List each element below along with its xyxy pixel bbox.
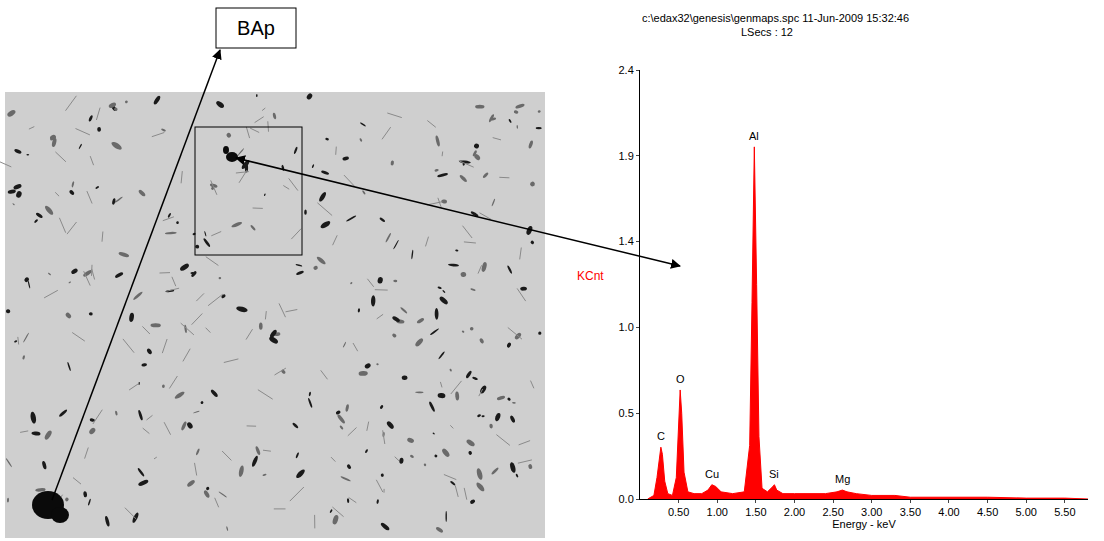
svg-text:c:\edax32\genesis\genmaps.spc: c:\edax32\genesis\genmaps.spc 11-Jun-200… <box>642 12 909 24</box>
svg-text:LSecs : 12: LSecs : 12 <box>741 26 793 38</box>
svg-text:3.00: 3.00 <box>861 506 882 518</box>
svg-text:3.50: 3.50 <box>900 506 921 518</box>
svg-text:1.00: 1.00 <box>707 506 728 518</box>
svg-text:0.0: 0.0 <box>619 493 634 505</box>
svg-text:Mg: Mg <box>835 473 850 485</box>
svg-text:Si: Si <box>769 468 779 480</box>
svg-text:1.0: 1.0 <box>619 321 634 333</box>
svg-text:0.50: 0.50 <box>668 506 689 518</box>
svg-text:1.4: 1.4 <box>619 235 634 247</box>
svg-text:5.50: 5.50 <box>1054 506 1075 518</box>
svg-text:2.00: 2.00 <box>784 506 805 518</box>
svg-text:0.5: 0.5 <box>619 407 634 419</box>
svg-text:1.9: 1.9 <box>619 150 634 162</box>
svg-text:Al: Al <box>749 130 759 142</box>
svg-text:4.00: 4.00 <box>938 506 959 518</box>
svg-text:Energy - keV: Energy - keV <box>832 518 896 530</box>
svg-text:BAp: BAp <box>237 17 275 39</box>
svg-text:O: O <box>676 373 685 385</box>
svg-text:Cu: Cu <box>705 468 719 480</box>
svg-text:1.50: 1.50 <box>745 506 766 518</box>
svg-text:2.50: 2.50 <box>822 506 843 518</box>
svg-text:C: C <box>657 430 665 442</box>
svg-text:4.50: 4.50 <box>977 506 998 518</box>
svg-text:KCnt: KCnt <box>577 269 604 283</box>
svg-text:5.00: 5.00 <box>1015 506 1036 518</box>
svg-text:2.4: 2.4 <box>619 64 634 76</box>
